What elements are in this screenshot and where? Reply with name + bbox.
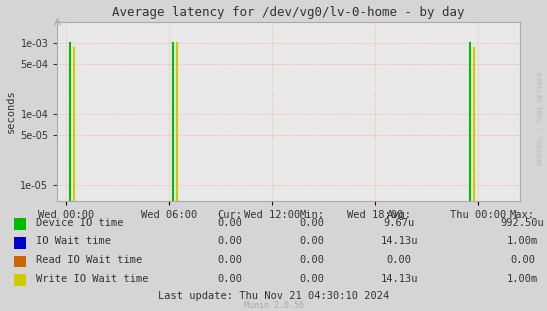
Text: Read IO Wait time: Read IO Wait time: [36, 255, 142, 265]
Text: 992.50u: 992.50u: [501, 218, 544, 228]
Text: 14.13u: 14.13u: [381, 236, 418, 246]
Text: 0.00: 0.00: [387, 255, 412, 265]
Text: IO Wait time: IO Wait time: [36, 236, 110, 246]
Text: 0.00: 0.00: [217, 236, 242, 246]
Text: Write IO Wait time: Write IO Wait time: [36, 274, 148, 284]
Text: 0.00: 0.00: [299, 274, 324, 284]
Text: Cur:: Cur:: [217, 210, 242, 220]
Text: 0.00: 0.00: [299, 255, 324, 265]
Title: Average latency for /dev/vg0/lv-0-home - by day: Average latency for /dev/vg0/lv-0-home -…: [112, 6, 465, 19]
Text: 0.00: 0.00: [217, 218, 242, 228]
Text: 1.00m: 1.00m: [507, 274, 538, 284]
Text: 0.00: 0.00: [217, 274, 242, 284]
Text: 14.13u: 14.13u: [381, 274, 418, 284]
Text: Avg:: Avg:: [387, 210, 412, 220]
Text: Min:: Min:: [299, 210, 324, 220]
Text: Max:: Max:: [510, 210, 535, 220]
Text: 0.00: 0.00: [217, 255, 242, 265]
Text: Last update: Thu Nov 21 04:30:10 2024: Last update: Thu Nov 21 04:30:10 2024: [158, 291, 389, 301]
Text: 9.67u: 9.67u: [383, 218, 415, 228]
Text: 0.00: 0.00: [299, 218, 324, 228]
Text: 1.00m: 1.00m: [507, 236, 538, 246]
Text: 0.00: 0.00: [510, 255, 535, 265]
Text: 0.00: 0.00: [299, 236, 324, 246]
Text: RRDTOOL / TOBI OETIKER: RRDTOOL / TOBI OETIKER: [538, 72, 544, 165]
Text: Device IO time: Device IO time: [36, 218, 123, 228]
Text: Munin 2.0.56: Munin 2.0.56: [243, 301, 304, 310]
Y-axis label: seconds: seconds: [6, 89, 16, 133]
